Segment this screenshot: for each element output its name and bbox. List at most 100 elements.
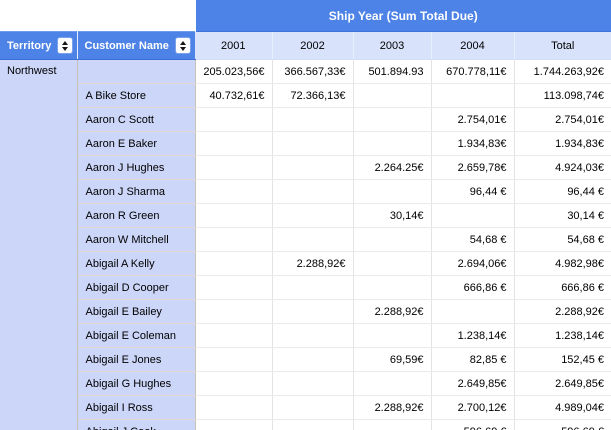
value-cell bbox=[272, 179, 354, 204]
value-cell bbox=[195, 347, 273, 372]
value-cell bbox=[272, 275, 354, 300]
customer-cell[interactable]: Abigail J Cook bbox=[77, 419, 196, 430]
value-cell bbox=[431, 203, 515, 228]
value-cell: 205.023,56€ bbox=[195, 59, 273, 84]
total-cell: 54,68 € bbox=[514, 227, 611, 252]
value-cell: 2.288,92€ bbox=[272, 251, 354, 276]
customer-name-field-header[interactable]: Customer Name bbox=[77, 31, 195, 60]
customer-cell[interactable]: Aaron E Baker bbox=[77, 131, 196, 156]
territory-row-header[interactable]: Northwest bbox=[0, 59, 78, 430]
span-header-row: Ship Year (Sum Total Due) bbox=[0, 0, 611, 32]
value-cell bbox=[431, 299, 515, 324]
customer-cell[interactable]: Aaron R Green bbox=[77, 203, 196, 228]
value-cell: 2.659,78€ bbox=[431, 155, 515, 180]
value-cell bbox=[353, 83, 432, 108]
sort-asc-icon bbox=[180, 40, 186, 45]
value-cell: 596.69 € bbox=[431, 419, 515, 430]
column-header-row: Territory Customer Name 2001 2002 2003 2… bbox=[0, 31, 611, 60]
total-cell: 30,14 € bbox=[514, 203, 611, 228]
ship-year-span-header[interactable]: Ship Year (Sum Total Due) bbox=[195, 0, 611, 32]
value-cell: 82,85 € bbox=[431, 347, 515, 372]
value-cell bbox=[272, 203, 354, 228]
column-header-2001[interactable]: 2001 bbox=[195, 31, 273, 60]
total-cell: 1.238,14€ bbox=[514, 323, 611, 348]
value-cell bbox=[353, 179, 432, 204]
table-row: Aaron W Mitchell 54,68 € 54,68 € bbox=[0, 227, 611, 252]
value-cell bbox=[195, 275, 273, 300]
total-cell: 1.934,83€ bbox=[514, 131, 611, 156]
customer-cell[interactable]: Abigail D Cooper bbox=[77, 275, 196, 300]
total-cell: 4.924,03€ bbox=[514, 155, 611, 180]
table-row: Abigail E Coleman 1.238,14€ 1.238,14€ bbox=[0, 323, 611, 348]
customer-cell[interactable]: Aaron J Hughes bbox=[77, 155, 196, 180]
column-header-total[interactable]: Total bbox=[514, 31, 611, 60]
value-cell bbox=[272, 107, 354, 132]
total-cell: 2.288,92€ bbox=[514, 299, 611, 324]
value-cell: 2.264.25€ bbox=[353, 155, 432, 180]
table-row: Northwest 205.023,56€ 366.567,33€ 501.89… bbox=[0, 59, 611, 430]
total-cell: 4.989,04€ bbox=[514, 395, 611, 420]
customer-cell[interactable]: Aaron W Mitchell bbox=[77, 227, 196, 252]
value-cell bbox=[195, 155, 273, 180]
column-header-2003[interactable]: 2003 bbox=[353, 31, 432, 60]
total-cell: 666,86 € bbox=[514, 275, 611, 300]
column-header-2004[interactable]: 2004 bbox=[431, 31, 515, 60]
value-cell: 2.649,85€ bbox=[431, 371, 515, 396]
value-cell bbox=[353, 275, 432, 300]
value-cell: 69,59€ bbox=[353, 347, 432, 372]
customer-cell[interactable]: Abigail A Kelly bbox=[77, 251, 196, 276]
column-header-2002[interactable]: 2002 bbox=[272, 31, 354, 60]
value-cell: 96,44 € bbox=[431, 179, 515, 204]
customer-name-field-label: Customer Name bbox=[84, 39, 169, 52]
table-row: Abigail E Jones 69,59€ 82,85 € 152,45 € bbox=[0, 347, 611, 372]
value-cell: 30,14€ bbox=[353, 203, 432, 228]
table-row: Abigail D Cooper 666,86 € 666,86 € bbox=[0, 275, 611, 300]
territory-field-label: Territory bbox=[7, 39, 52, 52]
value-cell bbox=[353, 419, 432, 430]
table-row: Aaron J Hughes 2.264.25€ 2.659,78€ 4.924… bbox=[0, 155, 611, 180]
total-cell: 1.744.263,92€ bbox=[514, 59, 611, 84]
value-cell bbox=[353, 371, 432, 396]
table-row: Abigail A Kelly 2.288,92€ 2.694,06€ 4.98… bbox=[0, 251, 611, 276]
customer-cell[interactable]: Abigail E Coleman bbox=[77, 323, 196, 348]
table-row: Aaron E Baker 1.934,83€ 1.934,83€ bbox=[0, 131, 611, 156]
value-cell bbox=[353, 251, 432, 276]
customer-cell[interactable]: Aaron C Scott bbox=[77, 107, 196, 132]
table-row: A Bike Store 40.732,61€ 72.366,13€ 113.0… bbox=[0, 83, 611, 108]
sort-asc-icon bbox=[61, 40, 68, 45]
table-row: Abigail J Cook 596.69 € 596.69 € bbox=[0, 419, 611, 430]
sort-desc-icon bbox=[61, 46, 68, 51]
sort-button-territory[interactable] bbox=[57, 38, 72, 53]
table-row: Aaron J Sharma 96,44 € 96,44 € bbox=[0, 179, 611, 204]
value-cell: 72.366,13€ bbox=[272, 83, 354, 108]
customer-cell[interactable]: Abigail E Bailey bbox=[77, 299, 196, 324]
value-cell: 40.732,61€ bbox=[195, 83, 273, 108]
territory-field-header[interactable]: Territory bbox=[0, 31, 78, 60]
value-cell: 2.288,92€ bbox=[353, 395, 432, 420]
value-cell bbox=[195, 323, 273, 348]
value-cell bbox=[431, 83, 515, 108]
customer-cell[interactable]: A Bike Store bbox=[77, 83, 196, 108]
total-cell: 2.754,01€ bbox=[514, 107, 611, 132]
table-row: Aaron R Green 30,14€ 30,14 € bbox=[0, 203, 611, 228]
sort-button-customer-name[interactable] bbox=[176, 38, 190, 53]
value-cell bbox=[272, 155, 354, 180]
value-cell: 54,68 € bbox=[431, 227, 515, 252]
customer-cell[interactable] bbox=[77, 59, 196, 84]
customer-cell[interactable]: Abigail I Ross bbox=[77, 395, 196, 420]
value-cell bbox=[272, 299, 354, 324]
value-cell: 501.894.93 bbox=[353, 59, 432, 84]
value-cell bbox=[353, 131, 432, 156]
value-cell: 366.567,33€ bbox=[272, 59, 354, 84]
value-cell bbox=[272, 227, 354, 252]
total-cell: 4.982,98€ bbox=[514, 251, 611, 276]
value-cell bbox=[272, 347, 354, 372]
value-cell: 2.288,92€ bbox=[353, 299, 432, 324]
value-cell bbox=[272, 395, 354, 420]
value-cell: 1.238,14€ bbox=[431, 323, 515, 348]
total-cell: 596.69 € bbox=[514, 419, 611, 430]
customer-cell[interactable]: Abigail G Hughes bbox=[77, 371, 196, 396]
customer-cell[interactable]: Aaron J Sharma bbox=[77, 179, 196, 204]
customer-cell[interactable]: Abigail E Jones bbox=[77, 347, 196, 372]
